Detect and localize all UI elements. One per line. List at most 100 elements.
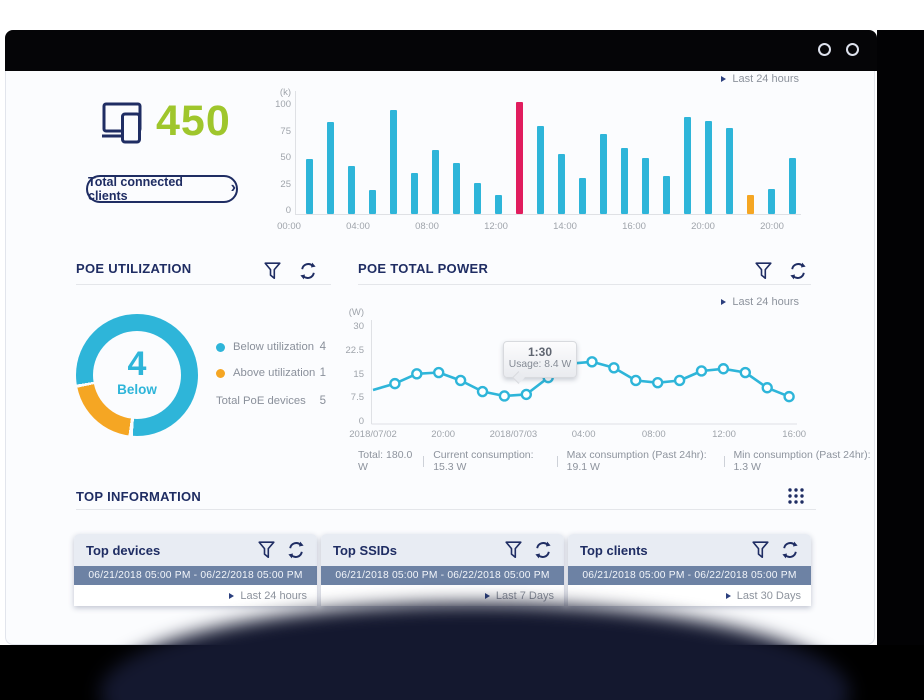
refresh-icon[interactable] (299, 262, 317, 280)
legend-dot-above (216, 369, 225, 378)
card-date-range: 06/21/2018 05:00 PM - 06/22/2018 05:00 P… (74, 566, 317, 585)
data-point (739, 366, 751, 379)
bar (558, 153, 565, 214)
power-stats: Total: 180.0 W Current consumption: 15.3… (358, 449, 874, 473)
tick-label: 08:00 (415, 221, 439, 232)
legend-value: 1 (319, 367, 326, 379)
total-connected-clients-button[interactable]: Total connected clients › (86, 175, 238, 203)
legend-total-label: Total PoE devices (216, 395, 306, 407)
poe-utilization-title: POE UTILIZATION (76, 261, 192, 276)
bar (747, 195, 754, 214)
bar (684, 117, 691, 214)
card-header: Top clients (568, 534, 811, 566)
devices-icon (101, 101, 147, 150)
bar (663, 175, 670, 214)
legend-label: Above utilization (233, 367, 316, 379)
tick-label: 12:00 (484, 221, 508, 232)
data-point (630, 374, 642, 387)
refresh-icon[interactable] (789, 262, 807, 280)
power-line-plot[interactable] (366, 314, 801, 429)
power-period-selector[interactable]: Last 24 hours (721, 296, 799, 308)
data-point (673, 374, 686, 387)
filter-icon[interactable] (505, 541, 522, 559)
tick-label: 20:00 (691, 221, 715, 232)
filter-icon[interactable] (752, 541, 769, 559)
data-point (411, 368, 423, 380)
refresh-icon[interactable] (534, 541, 552, 559)
clients-bar-plot[interactable] (301, 96, 811, 214)
tick-label: 14:00 (553, 221, 577, 232)
caret-icon (721, 299, 727, 305)
donut-center: 4 Below (93, 331, 181, 419)
tick-label: 25 (280, 178, 291, 190)
refresh-icon[interactable] (287, 541, 305, 559)
bar (432, 150, 439, 214)
card-period-selector[interactable]: Last 7 Days (484, 590, 554, 602)
legend-value: 4 (319, 341, 326, 353)
bar (495, 195, 502, 214)
bar (726, 128, 733, 214)
legend-dot-below (216, 343, 225, 352)
stat-separator (423, 455, 425, 467)
tick-label: 2018/07/02 (349, 429, 397, 440)
bar (600, 133, 607, 214)
data-point (652, 376, 664, 389)
data-point (586, 356, 598, 368)
filter-icon[interactable] (258, 541, 275, 559)
poe-utilization-legend: Below utilization 4 Above utilization 1 … (216, 341, 326, 421)
caret-icon (721, 76, 727, 82)
refresh-icon[interactable] (781, 541, 799, 559)
tick-label: 2018/07/03 (489, 429, 538, 440)
top-devices-card: Top devices 06/21/2018 05:00 PM - 06/22/… (74, 534, 317, 606)
tick-label: 12:00 (712, 429, 736, 440)
data-point (761, 382, 773, 394)
tick-label: 16:00 (782, 429, 807, 440)
period-label: Last 30 Days (736, 589, 801, 602)
card-title: Top devices (86, 542, 161, 558)
period-label: Last 24 hours (732, 73, 799, 85)
bar (306, 159, 313, 214)
card-title: Top SSIDs (333, 542, 398, 558)
donut-center-value: 4 (127, 345, 147, 383)
bar (411, 173, 418, 214)
section-divider (76, 284, 331, 285)
tick-label: 16:00 (622, 221, 646, 232)
bar (453, 163, 460, 214)
filter-icon[interactable] (264, 262, 281, 280)
bar (579, 177, 586, 214)
data-point (783, 390, 795, 403)
section-divider (358, 284, 811, 285)
bar (390, 109, 397, 214)
caret-icon (725, 592, 731, 599)
data-point (520, 388, 533, 401)
data-point (498, 390, 511, 402)
data-point (454, 374, 467, 387)
window-control-circle[interactable] (818, 43, 831, 56)
card-period-selector[interactable]: Last 30 Days (725, 589, 801, 602)
filter-icon[interactable] (755, 262, 772, 280)
chevron-right-icon: › (230, 179, 236, 196)
period-label: Last 24 hours (732, 296, 799, 308)
stat-max: Max consumption (Past 24hr): 19.1 W (566, 449, 707, 473)
grid-icon[interactable] (787, 487, 805, 505)
card-date-range: 06/21/2018 05:00 PM - 06/22/2018 05:00 P… (321, 566, 564, 585)
stat-separator (723, 455, 725, 467)
background-right-panel (877, 30, 924, 700)
bar (789, 157, 796, 214)
bar (348, 165, 355, 214)
window-control-circle[interactable] (846, 43, 859, 56)
card-header: Top devices (74, 534, 317, 566)
clients-y-axis (295, 91, 296, 214)
tick-label: 04:00 (346, 221, 370, 232)
poe-utilization-donut[interactable]: 4 Below (76, 314, 198, 436)
tick-label: 20:00 (431, 429, 456, 440)
card-period-selector[interactable]: Last 24 hours (229, 590, 307, 602)
tick-label: 20:00 (760, 221, 784, 232)
legend-total-value: 5 (319, 395, 326, 407)
bar (705, 120, 712, 214)
bar (369, 189, 376, 214)
tick-label: 0 (285, 205, 291, 216)
button-label: Total connected clients (88, 175, 183, 203)
tick-label: 08:00 (641, 429, 666, 440)
clients-period-selector[interactable]: Last 24 hours (721, 73, 799, 85)
